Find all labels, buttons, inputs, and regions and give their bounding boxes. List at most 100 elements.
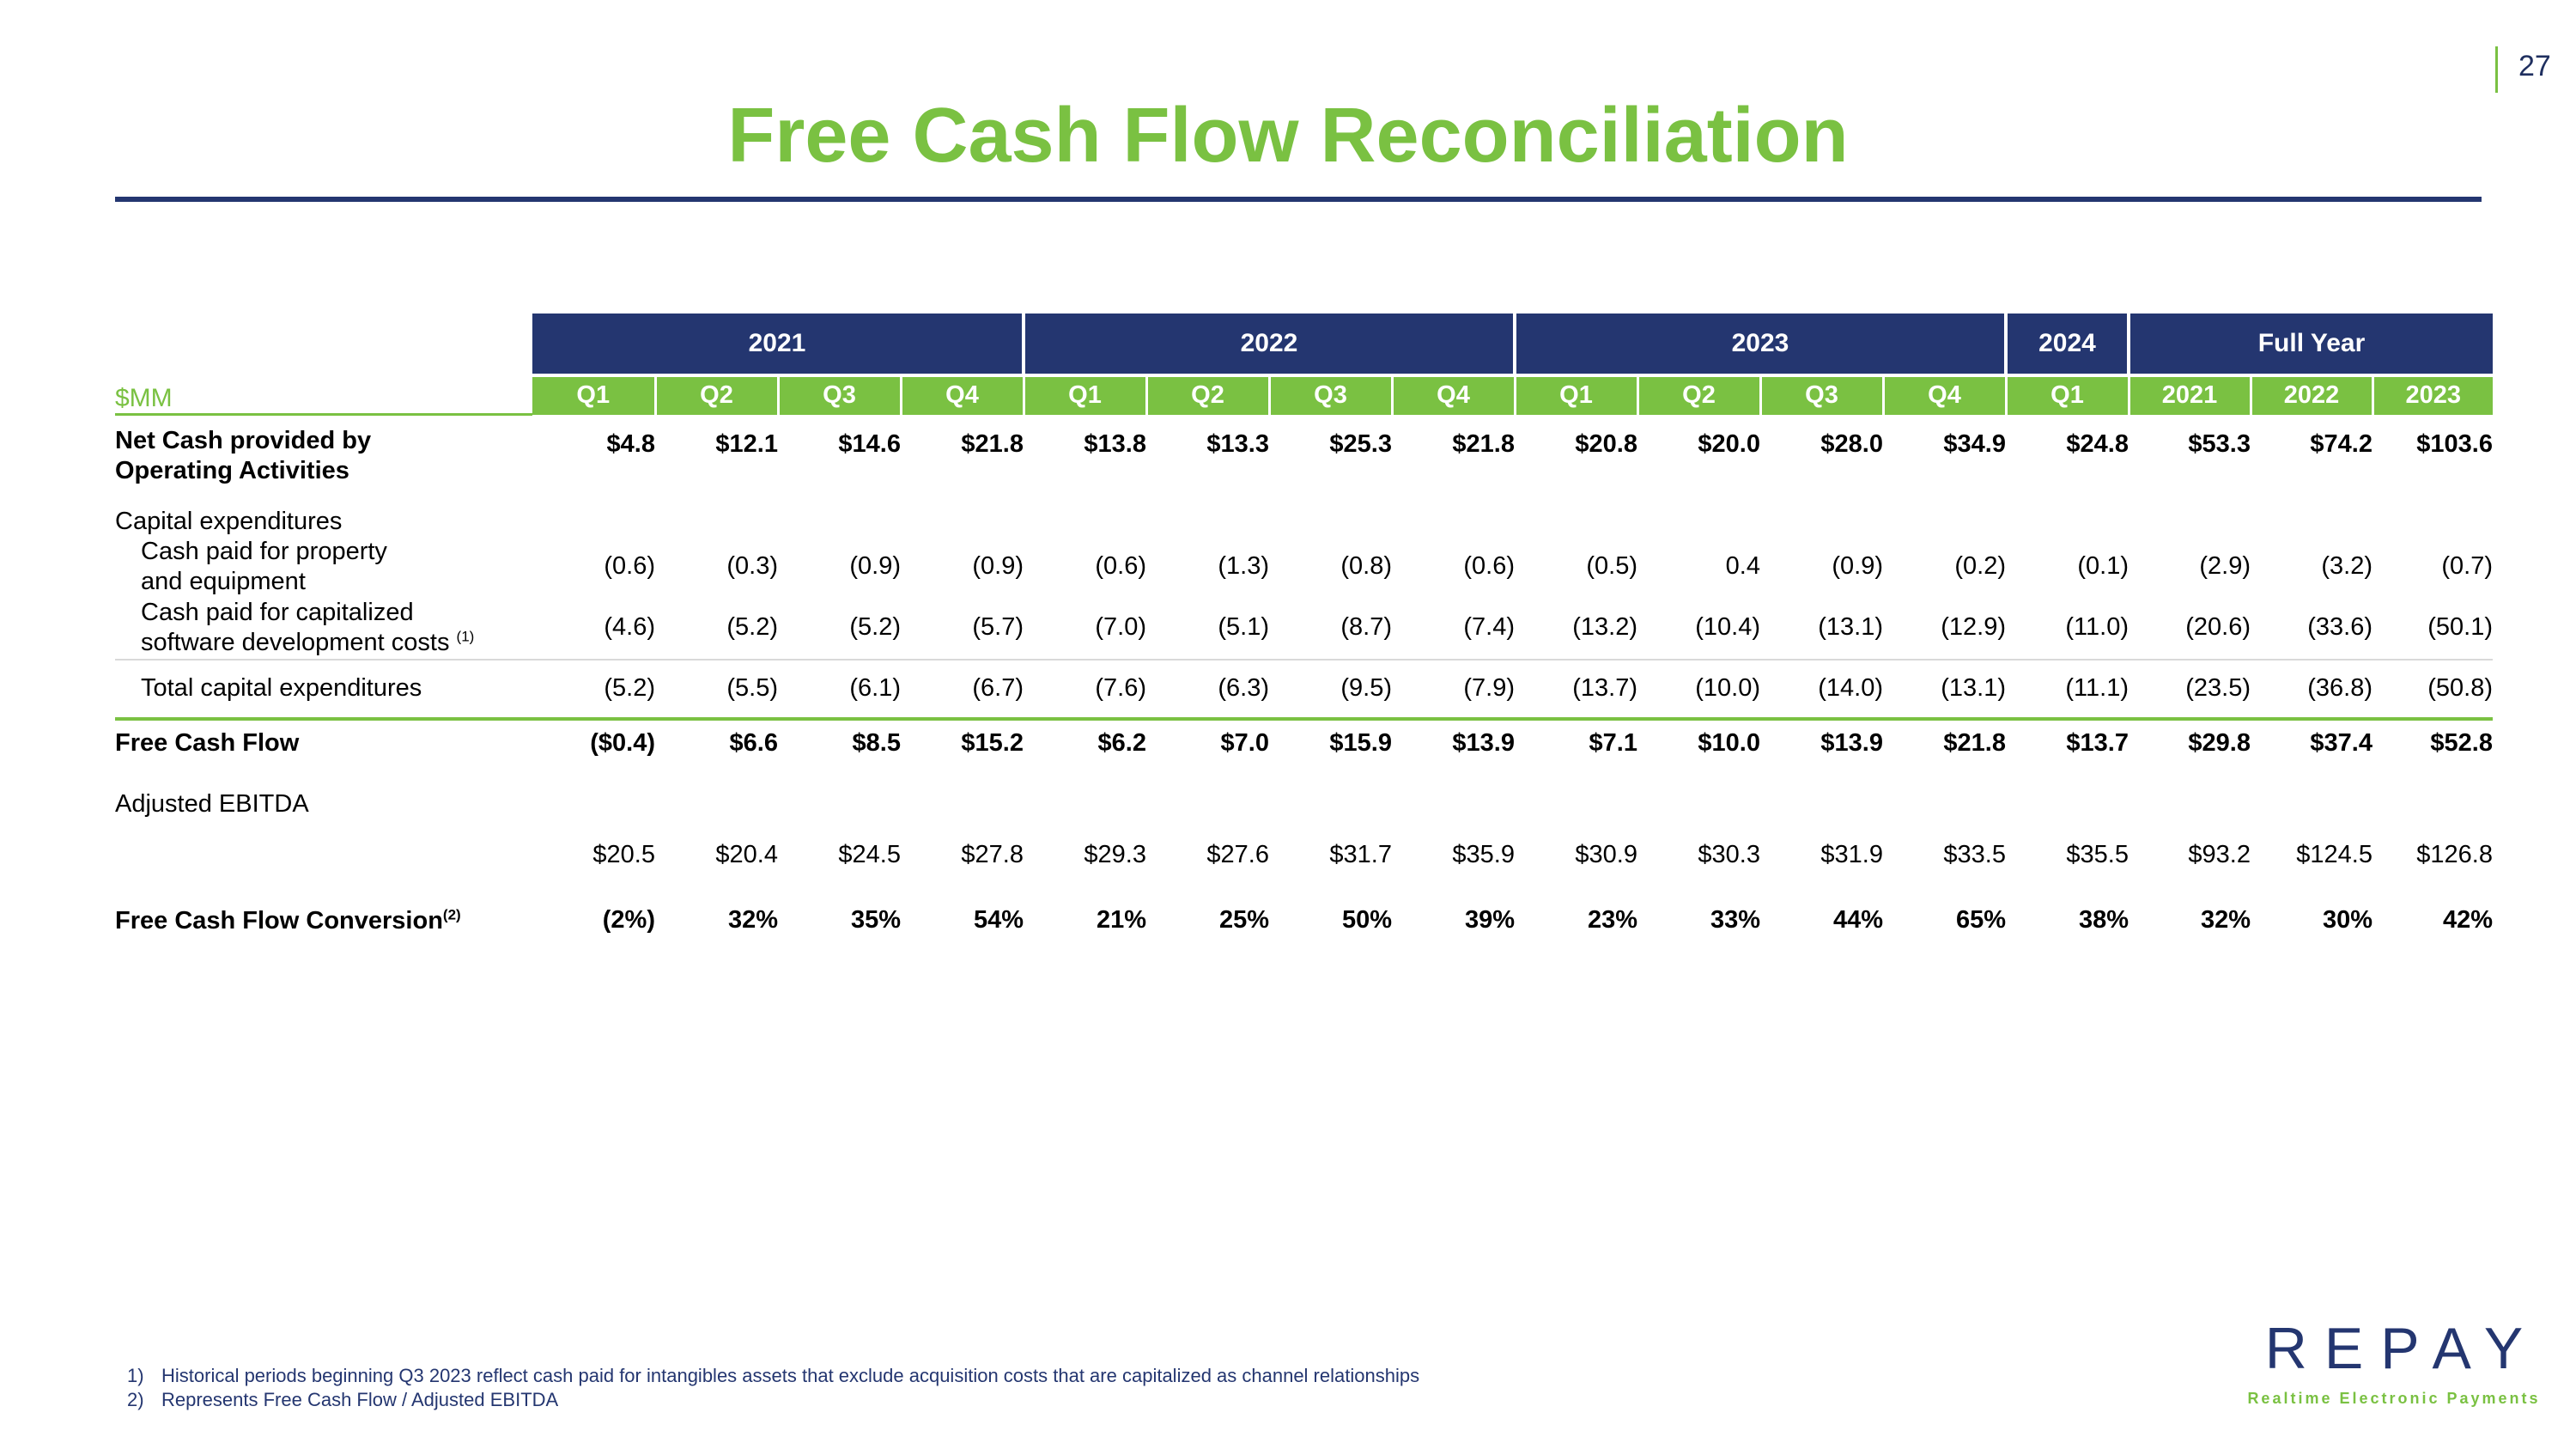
- value-cell: [1392, 506, 1515, 537]
- period-header: Q2: [1146, 374, 1271, 415]
- period-header: Q4: [901, 374, 1025, 415]
- value-cell: (0.9): [849, 552, 901, 580]
- footnote-text: Represents Free Cash Flow / Adjusted EBI…: [161, 1389, 559, 1410]
- year-header-2023: 2023: [1515, 314, 2008, 375]
- repay-logo: REPAY Realtime Electronic Payments: [2238, 1314, 2550, 1408]
- period-header: Q1: [1024, 374, 1148, 415]
- footnotes: 1) Historical periods beginning Q3 2023 …: [127, 1364, 1419, 1412]
- value-cell: $15.9: [1329, 729, 1392, 757]
- value-cell: (13.1): [1883, 659, 2006, 721]
- value-cell: $34.9: [1943, 429, 2006, 458]
- row-label: Capital expenditures: [115, 507, 343, 535]
- period-header: Q1: [1515, 374, 1639, 415]
- value-cell: (5.2): [532, 659, 655, 721]
- row-free-cash-flow: Free Cash Flow ($0.4) $6.6 $8.5 $15.2 $6.2 $7…: [115, 719, 2493, 767]
- value-cell: $20.5: [592, 841, 655, 868]
- value-cell: $6.2: [1097, 729, 1146, 757]
- footnote-marker: (1): [456, 627, 475, 644]
- value-cell: $29.8: [2188, 729, 2251, 757]
- period-header: 2021: [2129, 374, 2252, 415]
- value-cell: [1760, 506, 1883, 537]
- year-header-row: 2021 2022 2023 2024 Full Year: [115, 314, 2493, 375]
- value-cell: [1024, 506, 1146, 537]
- value-cell: 38%: [2078, 905, 2129, 934]
- value-cell: 65%: [1955, 905, 2006, 934]
- value-cell: $53.3: [2188, 429, 2251, 458]
- value-cell: $33.5: [1943, 841, 2006, 868]
- value-cell: (23.5): [2129, 659, 2251, 721]
- year-header-2022: 2022: [1024, 314, 1516, 375]
- value-cell: (0.8): [1340, 552, 1392, 580]
- value-cell: [2006, 506, 2129, 537]
- value-cell: (0.9): [972, 552, 1024, 580]
- row-label: Total capital expenditures: [115, 659, 532, 721]
- period-header: Q3: [1269, 374, 1394, 415]
- footnote-number: 1): [127, 1365, 144, 1386]
- value-cell: [655, 506, 778, 537]
- value-cell: $27.8: [961, 841, 1024, 868]
- value-cell: $4.8: [606, 429, 655, 458]
- value-cell: $21.8: [1943, 729, 2006, 757]
- value-cell: (0.7): [2441, 552, 2493, 580]
- value-cell: 21%: [1096, 905, 1146, 934]
- value-cell: $35.5: [2066, 841, 2129, 868]
- value-cell: (6.1): [778, 659, 901, 721]
- year-header-2024: 2024: [2006, 314, 2130, 375]
- row-label: Free Cash Flow: [115, 729, 300, 757]
- value-cell: $13.3: [1206, 429, 1269, 458]
- value-cell: (50.8): [2372, 659, 2493, 721]
- value-cell: (0.2): [1954, 552, 2006, 580]
- value-cell: (0.5): [1586, 552, 1637, 580]
- value-cell: (9.5): [1269, 659, 1392, 721]
- value-cell: $20.0: [1698, 429, 1760, 458]
- value-cell: (11.1): [2006, 659, 2129, 721]
- value-cell: (0.6): [604, 552, 655, 580]
- value-cell: $31.7: [1329, 841, 1392, 868]
- value-cell: (50.1): [2372, 596, 2493, 661]
- value-cell: $21.8: [1452, 429, 1515, 458]
- value-cell: (11.0): [2006, 596, 2129, 661]
- row-label: Adjusted EBITDA: [115, 789, 309, 818]
- value-cell: $124.5: [2296, 841, 2372, 868]
- value-cell: [1637, 506, 1760, 537]
- unit-label: $MM: [115, 374, 532, 416]
- value-cell: $74.2: [2310, 429, 2372, 458]
- value-cell: $6.6: [729, 729, 778, 757]
- value-cell: [532, 506, 655, 537]
- row-label: Cash paid for capitalized software develo…: [115, 596, 532, 661]
- label-line: Cash paid for property: [141, 537, 387, 565]
- period-header: 2022: [2251, 374, 2374, 415]
- logo-wordmark: REPAY: [2264, 1316, 2541, 1381]
- value-cell: (6.7): [901, 659, 1024, 721]
- label-text: Free Cash Flow Conversion: [115, 906, 443, 935]
- value-cell: (36.8): [2251, 659, 2372, 721]
- row-net-cash-operating: Net Cash provided by Operating Activities…: [115, 415, 2493, 506]
- period-header: Q3: [778, 374, 902, 415]
- year-header-full-year: Full Year: [2129, 314, 2493, 375]
- row-total-capex: Total capital expenditures (5.2) (5.5) (6.…: [115, 659, 2493, 721]
- footnote-1: 1) Historical periods beginning Q3 2023 …: [127, 1364, 1419, 1388]
- value-cell: 23%: [1587, 905, 1637, 934]
- value-cell: $35.9: [1452, 841, 1515, 868]
- value-cell: (0.3): [726, 552, 778, 580]
- row-label: Cash paid for property and equipment: [115, 537, 532, 597]
- value-cell: $21.8: [961, 429, 1024, 458]
- period-header: Q2: [1637, 374, 1762, 415]
- value-cell: $15.2: [961, 729, 1024, 757]
- value-cell: (0.9): [1832, 552, 1883, 580]
- period-header: 2023: [2372, 374, 2493, 415]
- value-cell: $13.8: [1084, 429, 1146, 458]
- footnote-2: 2) Represents Free Cash Flow / Adjusted …: [127, 1388, 1419, 1412]
- period-header-row: $MM Q1 Q2 Q3 Q4 Q1 Q2 Q3 Q4 Q1 Q2 Q3 Q4 Q1 2021 2022 20…: [115, 374, 2493, 416]
- row-label: Free Cash Flow Conversion(2): [115, 906, 532, 949]
- label-line: Net Cash provided by: [115, 427, 372, 454]
- value-cell: $13.9: [1452, 729, 1515, 757]
- value-cell: $10.0: [1698, 729, 1760, 757]
- period-header: Q4: [1883, 374, 2008, 415]
- value-cell: (13.7): [1515, 659, 1637, 721]
- value-cell: 35%: [850, 905, 901, 934]
- value-cell: 44%: [1832, 905, 1883, 934]
- value-cell: 33%: [1710, 905, 1760, 934]
- value-cell: 54%: [973, 905, 1024, 934]
- value-cell: 50%: [1341, 905, 1392, 934]
